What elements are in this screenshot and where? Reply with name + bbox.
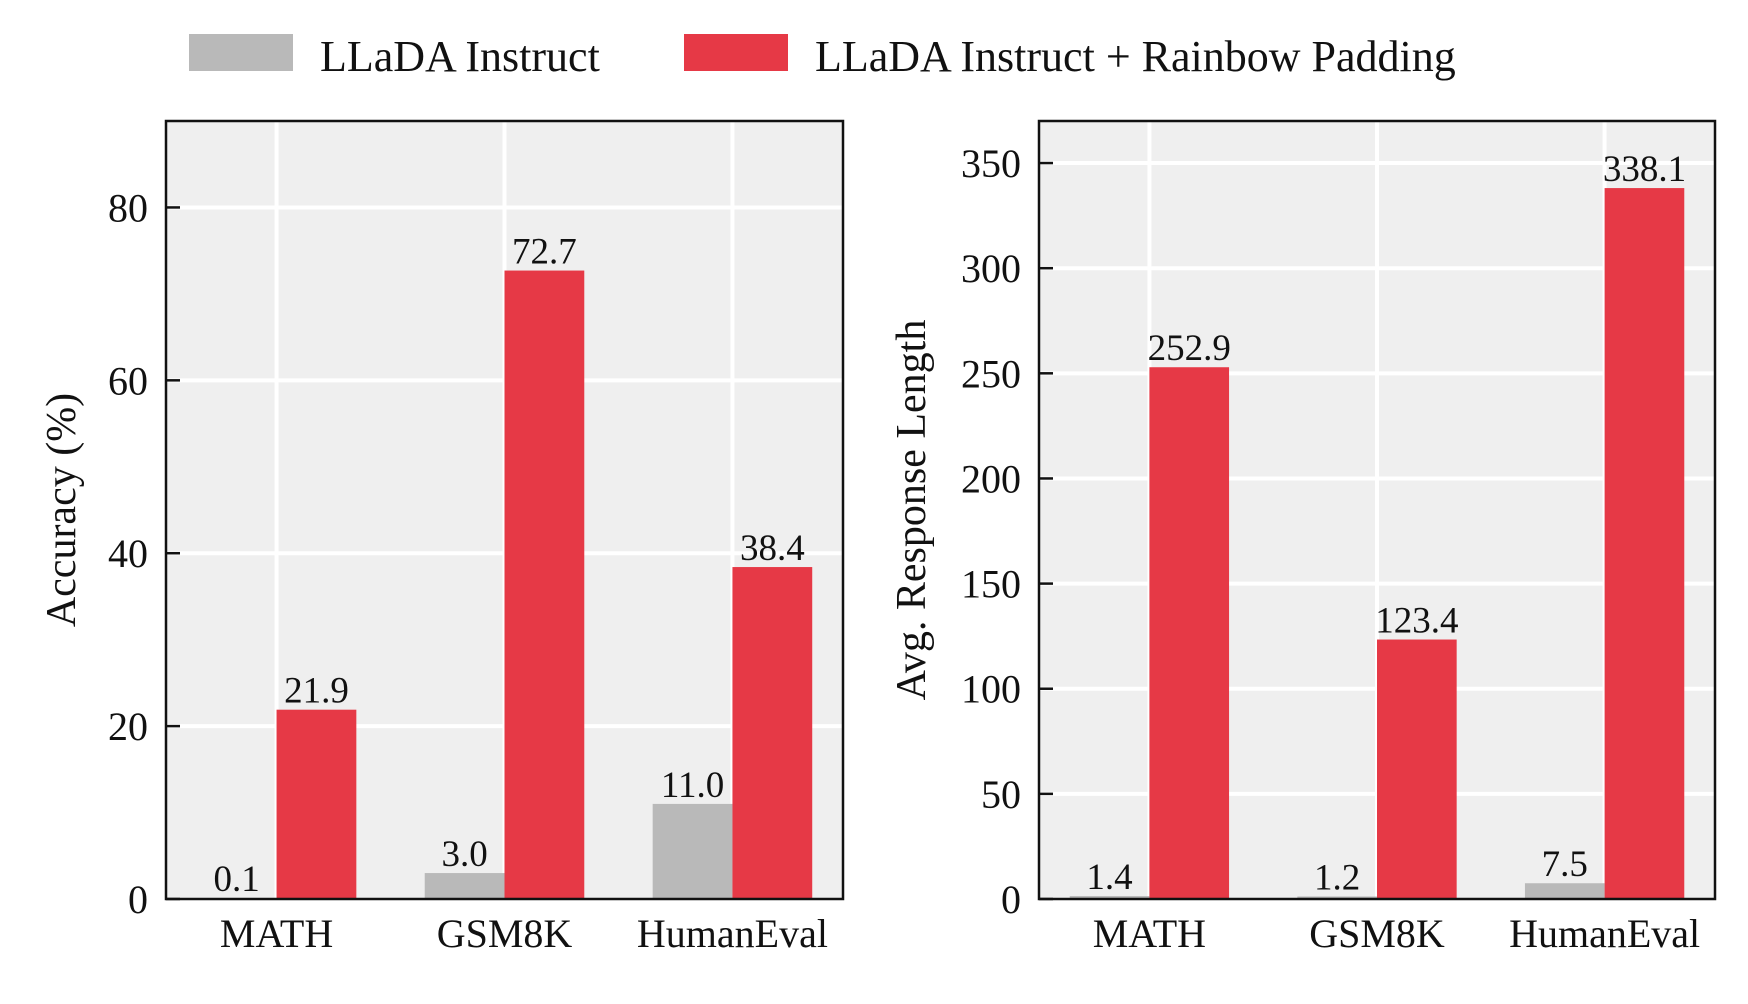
response-length-bar-labels: 1.4 1.2 7.5 252.9 123.4 338.1: [1086, 149, 1686, 898]
response-length-bar-label-baseline-gsm8k: 1.2: [1314, 857, 1360, 898]
accuracy-ytick-label-80: 80: [108, 185, 148, 230]
response-length-y-axis-label: Avg. Response Length: [889, 320, 935, 701]
response-length-bar-label-baseline-humaneval: 7.5: [1542, 844, 1588, 885]
accuracy-y-ticks: 0 20 40 60 80: [108, 185, 180, 922]
accuracy-ytick-label-40: 40: [108, 531, 148, 576]
response-length-bar-baseline-gsm8k: [1297, 896, 1377, 899]
response-length-bar-label-rainbow-padding-math: 252.9: [1148, 328, 1231, 369]
response-length-x-ticks: MATH GSM8K HumanEval: [1093, 911, 1700, 956]
accuracy-bar-label-baseline-gsm8k: 3.0: [441, 834, 487, 875]
accuracy-xtick-label-humaneval: HumanEval: [637, 911, 828, 956]
response-length-chart: 1.4 1.2 7.5 252.9 123.4 338.1 0 50 100 150 200 250…: [889, 119, 1717, 956]
response-length-ytick-label-0: 0: [1001, 877, 1021, 922]
accuracy-chart: 0.1 3.0 11.0 21.9 72.7 38.4 0 20 40 60 80 MATH GSM…: [39, 119, 845, 956]
accuracy-bar-labels: 0.1 3.0 11.0 21.9 72.7 38.4: [214, 232, 805, 901]
response-length-ytick-label-200: 200: [961, 456, 1021, 501]
legend-swatch-baseline: [189, 34, 293, 71]
accuracy-bars: [196, 270, 813, 899]
accuracy-bar-label-rainbow-padding-gsm8k: 72.7: [512, 232, 577, 273]
response-length-xtick-label-math: MATH: [1093, 911, 1206, 956]
legend-swatch-rainbow-padding: [684, 34, 788, 71]
legend: LLaDA Instruct LLaDA Instruct + Rainbow …: [189, 32, 1456, 81]
accuracy-bar-baseline-humaneval: [652, 803, 733, 899]
accuracy-bar-label-baseline-math: 0.1: [214, 859, 260, 900]
response-length-axes-frame: [1037, 119, 1717, 901]
response-length-bars: [1069, 188, 1685, 899]
legend-entry-baseline: LLaDA Instruct: [189, 32, 600, 81]
legend-entry-rainbow-padding: LLaDA Instruct + Rainbow Padding: [684, 32, 1456, 81]
response-length-bar-rainbow-padding-humaneval: [1604, 188, 1685, 899]
legend-label-rainbow-padding: LLaDA Instruct + Rainbow Padding: [815, 32, 1456, 81]
response-length-bar-baseline-humaneval: [1524, 883, 1605, 899]
response-length-bar-label-baseline-math: 1.4: [1086, 857, 1132, 898]
accuracy-bar-baseline-gsm8k: [424, 873, 505, 899]
response-length-ytick-label-300: 300: [961, 246, 1021, 291]
accuracy-xtick-label-math: MATH: [220, 911, 333, 956]
response-length-bar-rainbow-padding-gsm8k: [1377, 639, 1457, 899]
accuracy-ytick-label-60: 60: [108, 358, 148, 403]
response-length-xtick-label-gsm8k: GSM8K: [1309, 911, 1445, 956]
accuracy-bar-rainbow-padding-math: [276, 709, 357, 899]
accuracy-xtick-label-gsm8k: GSM8K: [437, 911, 573, 956]
response-length-ytick-label-50: 50: [981, 772, 1021, 817]
response-length-y-ticks: 0 50 100 150 200 250 300 350: [961, 141, 1053, 922]
response-length-ytick-label-350: 350: [961, 141, 1021, 186]
accuracy-bar-label-rainbow-padding-humaneval: 38.4: [740, 528, 805, 569]
response-length-bar-label-rainbow-padding-humaneval: 338.1: [1603, 149, 1686, 190]
response-length-bar-rainbow-padding-math: [1149, 367, 1230, 899]
response-length-bar-label-rainbow-padding-gsm8k: 123.4: [1375, 601, 1458, 642]
accuracy-ytick-label-20: 20: [108, 704, 148, 749]
accuracy-bar-label-baseline-humaneval: 11.0: [661, 765, 724, 806]
accuracy-bar-label-rainbow-padding-math: 21.9: [284, 671, 349, 712]
response-length-xtick-label-humaneval: HumanEval: [1509, 911, 1700, 956]
response-length-bar-baseline-math: [1069, 896, 1150, 899]
response-length-ytick-label-150: 150: [961, 562, 1021, 607]
response-length-ytick-label-100: 100: [961, 667, 1021, 712]
accuracy-ytick-label-0: 0: [128, 877, 148, 922]
legend-label-baseline: LLaDA Instruct: [320, 32, 600, 81]
accuracy-bar-rainbow-padding-gsm8k: [504, 270, 585, 899]
accuracy-axes-frame: [164, 119, 845, 901]
response-length-ytick-label-250: 250: [961, 351, 1021, 396]
accuracy-y-axis-label: Accuracy (%): [39, 393, 85, 627]
accuracy-bar-rainbow-padding-humaneval: [732, 567, 813, 899]
accuracy-x-ticks: MATH GSM8K HumanEval: [220, 911, 828, 956]
